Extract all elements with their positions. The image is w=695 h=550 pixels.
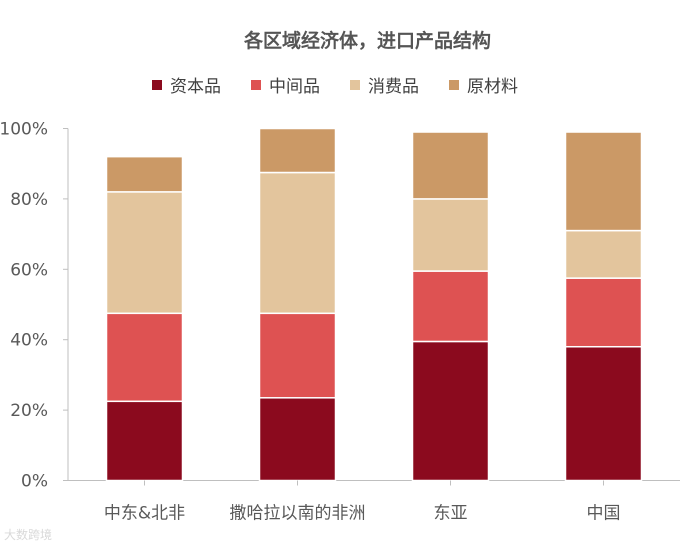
bar-segment: [564, 229, 643, 279]
legend-label: 消费品: [368, 77, 419, 97]
bar-segment: [411, 270, 490, 343]
bar-segment: [564, 345, 643, 482]
bar-segment: [105, 155, 184, 193]
legend: 资本品 中间品 消费品 原材料: [152, 72, 518, 97]
chart-title: 各区域经济体，进口产品结构: [243, 30, 491, 52]
x-tick-label: 中国: [587, 504, 621, 524]
x-tick-label: 中东&北非: [104, 504, 185, 524]
y-tick-label: 0%: [21, 472, 48, 492]
legend-swatch: [449, 79, 459, 90]
x-tick-label: 东亚: [434, 504, 468, 524]
bar-segment: [258, 397, 337, 482]
bar-segment: [564, 131, 643, 232]
legend-label: 原材料: [467, 77, 518, 97]
y-tick-label: 20%: [10, 401, 48, 421]
legend-swatch: [152, 79, 162, 90]
y-tick-label: 60%: [10, 260, 48, 280]
legend-swatch: [350, 79, 360, 90]
legend-item: 原材料: [449, 72, 518, 97]
y-tick-label: 100%: [0, 120, 48, 140]
bar-segment: [258, 127, 337, 174]
bar-segment: [564, 277, 643, 348]
bar-segment: [411, 131, 490, 200]
y-tick-label: 40%: [10, 331, 48, 351]
legend-label: 中间品: [269, 77, 320, 97]
bar-segment: [411, 340, 490, 482]
bar-segment: [258, 171, 337, 315]
bar-segment: [258, 312, 337, 399]
legend-swatch: [251, 79, 261, 90]
bar-segment: [105, 312, 184, 403]
legend-item: 消费品: [350, 72, 419, 97]
x-tick-label: 撒哈拉以南的非洲: [230, 504, 366, 524]
legend-item: 资本品: [152, 72, 221, 97]
bar-segment: [105, 191, 184, 315]
y-tick-label: 80%: [10, 190, 48, 210]
watermark: 大数跨境: [4, 528, 53, 542]
bar-segment: [411, 198, 490, 272]
legend-label: 资本品: [170, 77, 221, 97]
bar-segment: [105, 400, 184, 482]
legend-item: 中间品: [251, 72, 320, 97]
